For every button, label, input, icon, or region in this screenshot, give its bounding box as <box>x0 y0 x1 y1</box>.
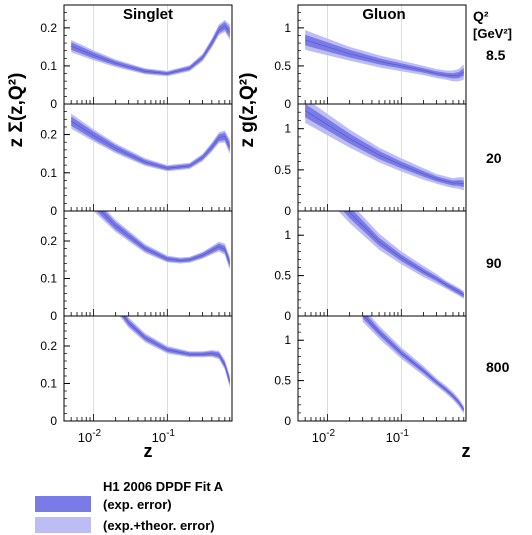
right-xlabel: z <box>462 441 471 461</box>
q2-value-label: 90 <box>486 255 502 271</box>
panel-frame <box>63 103 233 212</box>
right-ylabel: z g(z,Q²) <box>237 73 258 148</box>
singlet-panel-q2-800: 0 0.1 0.2 <box>40 315 233 428</box>
exp-error-band <box>71 116 230 171</box>
central-fit-line <box>347 211 465 296</box>
singlet-panel-q2-20: 0 0.1 0.2 <box>40 103 233 218</box>
total-error-band <box>338 211 464 299</box>
central-fit-line <box>100 211 231 264</box>
y-tick-label: 0 <box>284 97 291 111</box>
panels: 00.10.200.518.500.10.200.512000.10.200.5… <box>40 4 510 445</box>
central-fit-line <box>70 120 231 169</box>
y-tick-label: 0.5 <box>274 269 291 283</box>
legend-title: H1 2006 DPDF Fit A <box>103 479 224 494</box>
y-tick-label: 0.1 <box>40 377 57 391</box>
left-ylabel: z Σ(z,Q²) <box>6 73 27 148</box>
y-tick-label: 0.1 <box>40 166 57 180</box>
panel-frame <box>297 210 467 317</box>
y-tick-label: 0.5 <box>274 374 291 388</box>
q2-value-label: 20 <box>486 150 502 166</box>
x-tick-label: 10-2 <box>312 428 336 445</box>
central-fit-line <box>304 110 464 185</box>
y-tick-label: 0.5 <box>274 59 291 73</box>
q2-value-label: 800 <box>486 359 510 375</box>
legend-exp-swatch <box>35 496 91 512</box>
y-tick-label: 0.2 <box>40 234 57 248</box>
y-tick-label: 0.1 <box>40 59 57 73</box>
central-fit-line <box>305 39 465 77</box>
total-error-band <box>71 19 230 77</box>
q2-value-label: 8.5 <box>486 47 506 63</box>
y-tick-label: 0 <box>284 414 291 428</box>
legend-exp-label: (exp. error) <box>103 497 172 512</box>
exp-error-band <box>96 211 230 268</box>
y-tick-label: 0.2 <box>40 339 57 353</box>
exp-error-band <box>343 211 464 298</box>
panel-frame <box>297 315 467 422</box>
y-tick-label: 1 <box>284 228 291 242</box>
exp-error-band <box>305 34 464 79</box>
y-tick-label: 1 <box>284 21 291 35</box>
y-tick-label: 0 <box>50 204 57 218</box>
x-tick-label: 10-2 <box>78 428 102 445</box>
q2-unit: [GeV²] <box>473 26 512 41</box>
y-tick-label: 0 <box>284 204 291 218</box>
x-tick-label: 10-1 <box>386 428 410 445</box>
legend-theor-swatch <box>35 517 91 533</box>
y-tick-label: 0.5 <box>274 163 291 177</box>
gluon-panel-q2-8.5: 00.51 <box>274 4 467 111</box>
panel-frame <box>63 210 233 317</box>
y-tick-label: 0.2 <box>40 21 57 35</box>
total-error-band <box>119 316 230 388</box>
y-tick-label: 0.1 <box>40 272 57 286</box>
singlet-title: Singlet <box>123 6 173 23</box>
central-fit-line <box>71 25 231 74</box>
singlet-panel-q2-90: 0 0.1 0.2 <box>40 210 233 323</box>
exp-error-band <box>121 316 230 386</box>
central-fit-line <box>123 316 231 382</box>
total-error-band <box>93 211 230 271</box>
y-tick-label: 0 <box>50 97 57 111</box>
legend: H1 2006 DPDF Fit A (exp. error) (exp.+th… <box>35 479 224 533</box>
y-tick-label: 0 <box>50 309 57 323</box>
exp-error-band <box>362 316 464 412</box>
panel-frame <box>63 315 233 422</box>
total-error-band <box>305 104 464 191</box>
gluon-panel-q2-90: 00.51 <box>274 210 467 323</box>
gluon-panel-q2-800: 00.51 <box>274 315 467 428</box>
y-tick-label: 1 <box>284 122 291 136</box>
left-xlabel: z <box>144 441 153 461</box>
y-tick-label: 0 <box>284 309 291 323</box>
gluon-panel-q2-20: 00.51 <box>274 103 467 218</box>
y-tick-label: 0.2 <box>40 128 57 142</box>
y-tick-label: 0 <box>50 414 57 428</box>
gluon-title: Gluon <box>362 6 405 23</box>
legend-theor-label: (exp.+theor. error) <box>103 518 215 533</box>
central-fit-line <box>363 316 465 410</box>
x-tick-label: 10-1 <box>152 428 176 445</box>
q2-header: Q² <box>473 8 489 24</box>
y-tick-label: 1 <box>284 333 291 347</box>
